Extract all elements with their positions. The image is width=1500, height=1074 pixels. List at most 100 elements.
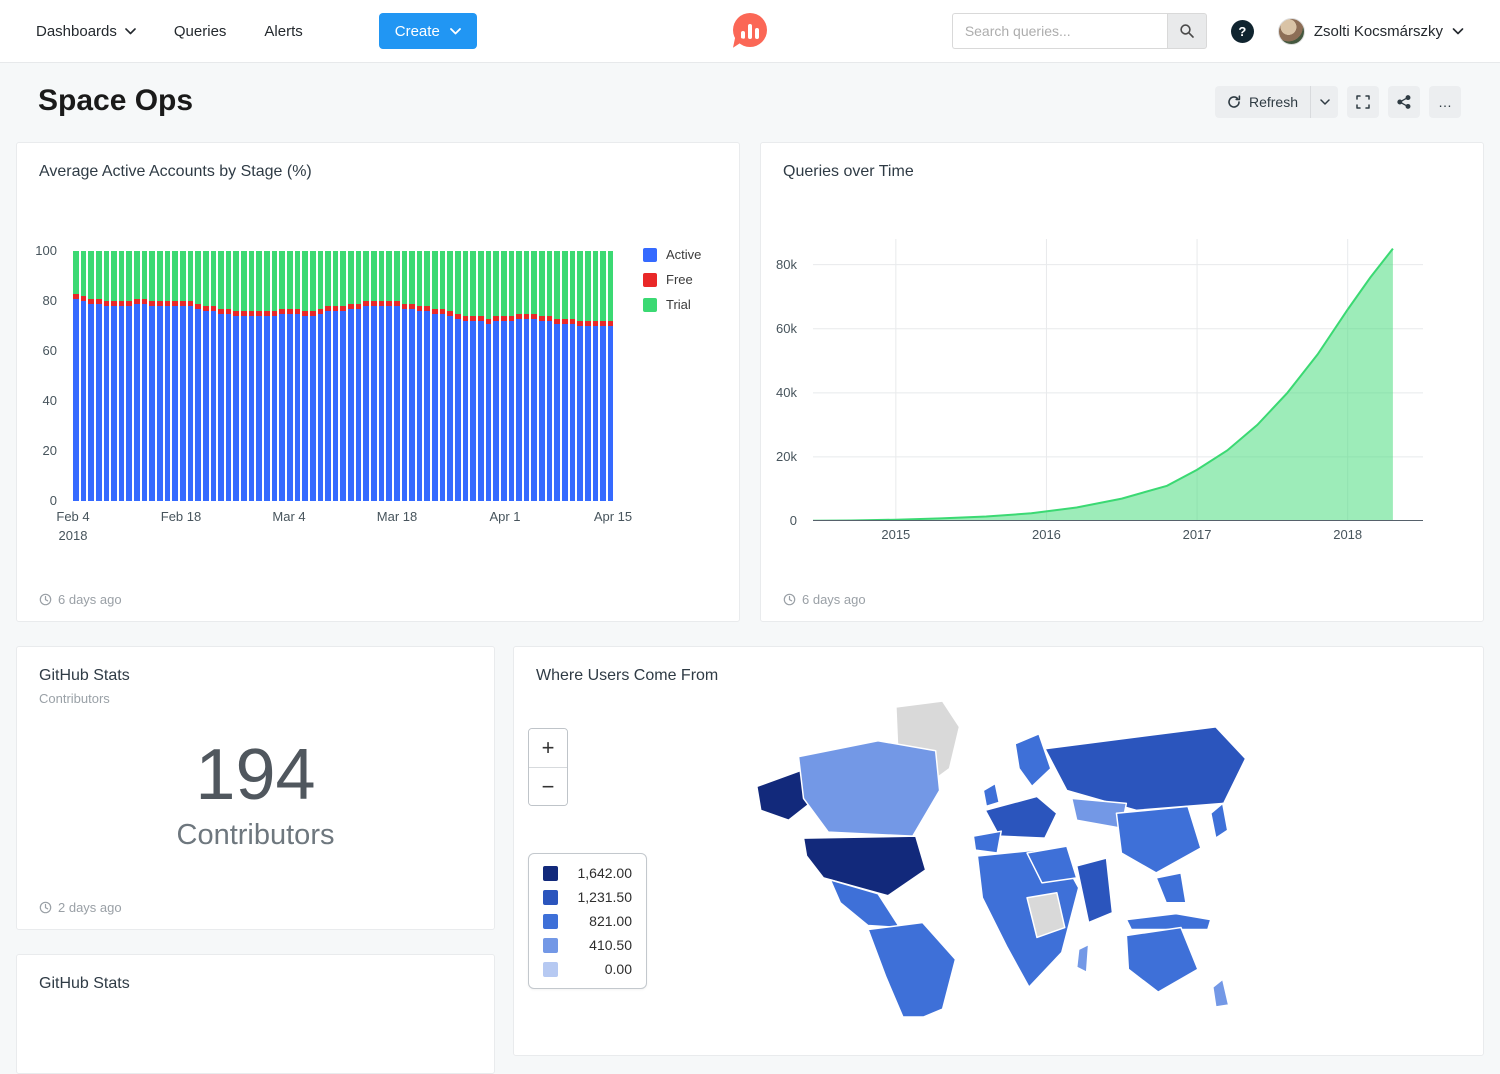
stacked-bar — [286, 251, 293, 501]
refresh-button[interactable]: Refresh — [1214, 86, 1310, 118]
bar-segment-trial — [577, 251, 583, 321]
area-plot[interactable]: 0 20k 40k 60k 80k 2015 2016 2017 2018 — [776, 239, 1423, 542]
bar-segment-trial — [179, 251, 186, 301]
bar-segment-free — [309, 311, 316, 316]
bar-segment-free — [325, 306, 331, 311]
stacked-bar — [493, 251, 499, 501]
stacked-bar — [317, 251, 324, 501]
bar-segment-active — [607, 326, 614, 501]
stacked-bar — [271, 251, 278, 501]
stacked-bar — [88, 251, 94, 501]
question-mark-icon: ? — [1238, 23, 1247, 39]
ellipsis-icon: … — [1438, 94, 1452, 110]
y-tick-label: 60k — [776, 320, 797, 336]
logo-bar — [741, 31, 745, 39]
bar-segment-trial — [80, 251, 87, 296]
y-tick-label: 40k — [776, 384, 797, 400]
map-region-australia — [1125, 926, 1199, 993]
chart-legend: Active Free Trial — [643, 247, 701, 312]
widget-counter: GitHub Stats Contributors 194 Contributo… — [16, 646, 495, 930]
stacked-bar — [241, 251, 247, 501]
nav-queries[interactable]: Queries — [174, 23, 227, 40]
bar-segment-active — [600, 326, 606, 501]
stacked-bar — [554, 251, 560, 501]
user-menu[interactable]: Zsolti Kocsmárszky — [1277, 17, 1464, 45]
bar-segment-free — [569, 318, 576, 324]
nav-dashboards[interactable]: Dashboards — [36, 23, 136, 40]
chevron-down-icon — [1452, 27, 1464, 34]
more-options-button[interactable]: … — [1429, 86, 1461, 118]
nav-alerts[interactable]: Alerts — [264, 23, 302, 40]
bar-segment-free — [111, 301, 117, 306]
bar-segment-active — [279, 313, 285, 501]
stacked-bar — [294, 251, 301, 501]
y-tick-label: 40 — [42, 393, 57, 408]
share-icon — [1397, 95, 1411, 109]
stacked-bar — [134, 251, 140, 501]
bar-segment-free — [516, 313, 522, 319]
bar-segment-free — [302, 311, 308, 316]
bar-segment-free — [241, 311, 247, 316]
bar-segment-trial — [348, 251, 354, 304]
zoom-in-button[interactable]: + — [529, 729, 567, 767]
bar-segment-trial — [600, 251, 606, 321]
bar-segment-trial — [309, 251, 316, 311]
map-region-india — [1075, 857, 1114, 924]
map-legend-value: 0.00 — [604, 961, 632, 977]
bar-segment-free — [73, 293, 79, 299]
bar-segment-free — [508, 316, 515, 321]
share-button[interactable] — [1388, 86, 1420, 118]
bar-segment-trial — [233, 251, 240, 311]
bar-segment-free — [126, 301, 133, 306]
bar-segment-free — [500, 316, 507, 321]
zoom-out-button[interactable]: − — [529, 767, 567, 805]
legend-item-trial[interactable]: Trial — [643, 297, 701, 312]
stacked-bar-plot[interactable]: 0 20 40 60 80 100 Feb 4 2018 Feb 18 Mar 4 Mar 18 A… — [35, 243, 632, 543]
redash-logo[interactable] — [732, 13, 767, 51]
legend-item-active[interactable]: Active — [643, 247, 701, 262]
world-map[interactable] — [729, 693, 1484, 1023]
map-region-scandinavia — [1014, 733, 1052, 788]
fullscreen-button[interactable] — [1347, 86, 1379, 118]
legend-item-free[interactable]: Free — [643, 272, 701, 287]
bar-segment-free — [477, 316, 484, 321]
bar-segment-trial — [164, 251, 171, 301]
area-x-axis: 2015 2016 2017 2018 — [813, 527, 1423, 547]
search-input[interactable] — [951, 13, 1167, 49]
help-button[interactable]: ? — [1230, 19, 1254, 43]
stacked-bar — [569, 251, 576, 501]
page-title: Space Ops — [38, 84, 194, 117]
map-region-mexico — [829, 879, 901, 929]
stacked-bar — [508, 251, 515, 501]
legend-label: Free — [666, 272, 693, 287]
bar-segment-active — [179, 306, 186, 501]
x-tick-label: 2017 — [1182, 527, 1212, 542]
stacked-bar — [600, 251, 606, 501]
map-region-uk — [982, 782, 1000, 808]
bar-segment-trial — [378, 251, 385, 301]
counter: 194 Contributors — [17, 739, 494, 852]
bar-segment-trial — [340, 251, 347, 306]
bar-segment-trial — [325, 251, 331, 306]
x-tick-label: Mar 4 — [272, 509, 306, 524]
bar-segment-active — [592, 326, 599, 501]
bar-segment-active — [416, 311, 423, 501]
counter-value: 194 — [195, 735, 316, 815]
bar-segment-active — [264, 316, 270, 501]
bar-segment-active — [569, 323, 576, 501]
create-button[interactable]: Create — [378, 13, 477, 49]
bar-segment-trial — [264, 251, 270, 311]
bar-segment-free — [439, 308, 446, 314]
area-fill — [813, 248, 1393, 521]
search-button[interactable] — [1166, 13, 1207, 49]
bar-segment-active — [386, 306, 392, 501]
bar-segment-trial — [500, 251, 507, 316]
bar-segment-active — [73, 298, 79, 501]
stacked-bar — [485, 251, 492, 501]
stacked-bar — [248, 251, 255, 501]
stacked-bar — [325, 251, 331, 501]
stacked-bar — [500, 251, 507, 501]
x-tick-label: 2015 — [881, 527, 911, 542]
bar-segment-trial — [88, 251, 94, 299]
refresh-interval-caret[interactable] — [1310, 86, 1338, 118]
